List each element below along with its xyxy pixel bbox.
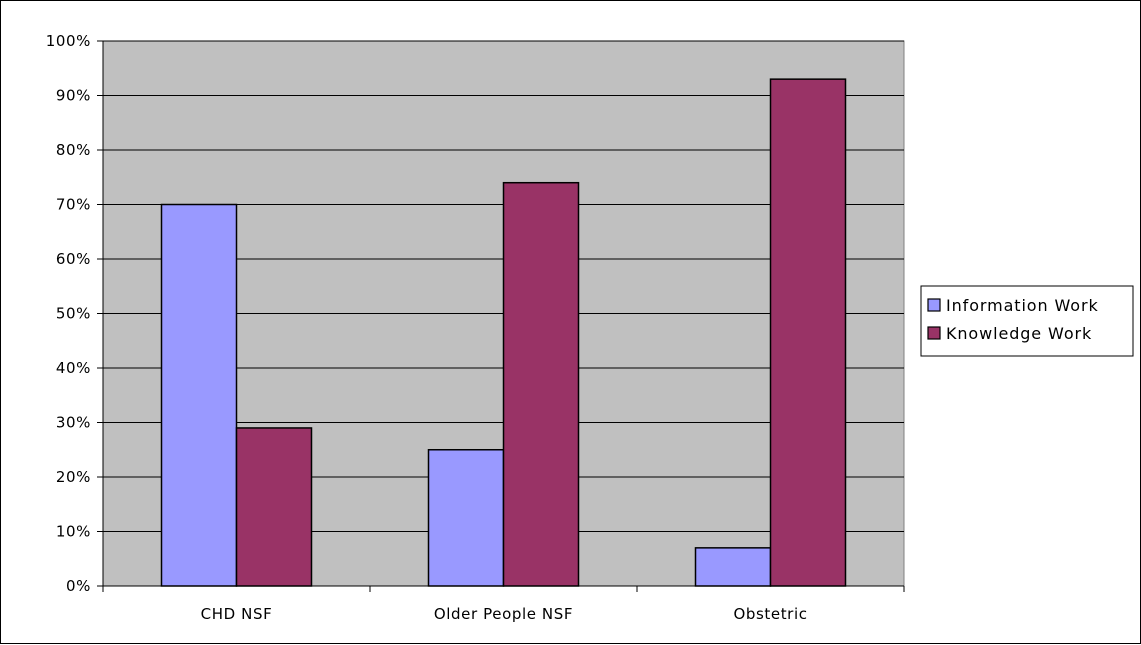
x-tick-label: CHD NSF	[201, 605, 273, 623]
y-tick-label: 80%	[56, 141, 91, 159]
bar-information-work	[427, 449, 505, 587]
bar-knowledge-work	[502, 181, 580, 587]
y-tick-label: 90%	[56, 87, 91, 105]
y-tick-label: 0%	[66, 577, 91, 595]
bar-information-work	[694, 547, 772, 587]
legend-swatch	[927, 298, 941, 312]
y-tick-label: 10%	[56, 523, 91, 541]
y-tick-label: 50%	[56, 305, 91, 323]
y-tick-label: 20%	[56, 468, 91, 486]
x-tick-label: Obstetric	[733, 605, 807, 623]
x-tick-label: Older People NSF	[434, 605, 573, 623]
legend: Information Work Knowledge Work	[920, 285, 1134, 357]
legend-label: Knowledge Work	[946, 324, 1092, 343]
y-tick-label: 70%	[56, 196, 91, 214]
y-tick-label: 60%	[56, 250, 91, 268]
legend-swatch	[927, 326, 941, 340]
x-axis: CHD NSF Older People NSF Obstetric	[102, 585, 905, 623]
legend-box	[920, 285, 1134, 357]
y-tick-label: 100%	[46, 32, 91, 50]
y-tick-label: 30%	[56, 414, 91, 432]
legend-label: Information Work	[946, 296, 1099, 315]
y-axis: 0% 10% 20% 30% 40% 50% 60% 70% 80% 90% 100%	[46, 32, 104, 595]
y-tick-label: 40%	[56, 359, 91, 377]
bar-knowledge-work	[235, 427, 313, 587]
bar-information-work	[160, 203, 238, 587]
bar-knowledge-work	[769, 78, 847, 587]
